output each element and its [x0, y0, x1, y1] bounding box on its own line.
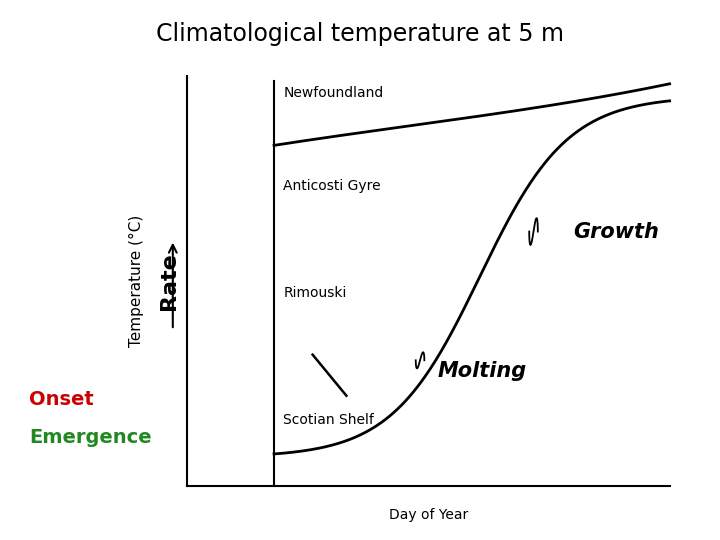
Text: Rimouski: Rimouski — [284, 286, 347, 300]
Text: Newfoundland: Newfoundland — [284, 86, 384, 100]
Text: Temperature (°C): Temperature (°C) — [130, 215, 144, 347]
Text: Growth: Growth — [573, 221, 659, 241]
Text: Day of Year: Day of Year — [389, 508, 468, 522]
Text: Anticosti Gyre: Anticosti Gyre — [284, 179, 381, 193]
Text: Onset: Onset — [29, 390, 94, 409]
Text: Molting: Molting — [438, 361, 527, 381]
Text: Emergence: Emergence — [29, 428, 151, 447]
Text: Rate: Rate — [159, 252, 179, 309]
Text: Climatological temperature at 5 m: Climatological temperature at 5 m — [156, 22, 564, 45]
Text: Scotian Shelf: Scotian Shelf — [284, 413, 374, 427]
